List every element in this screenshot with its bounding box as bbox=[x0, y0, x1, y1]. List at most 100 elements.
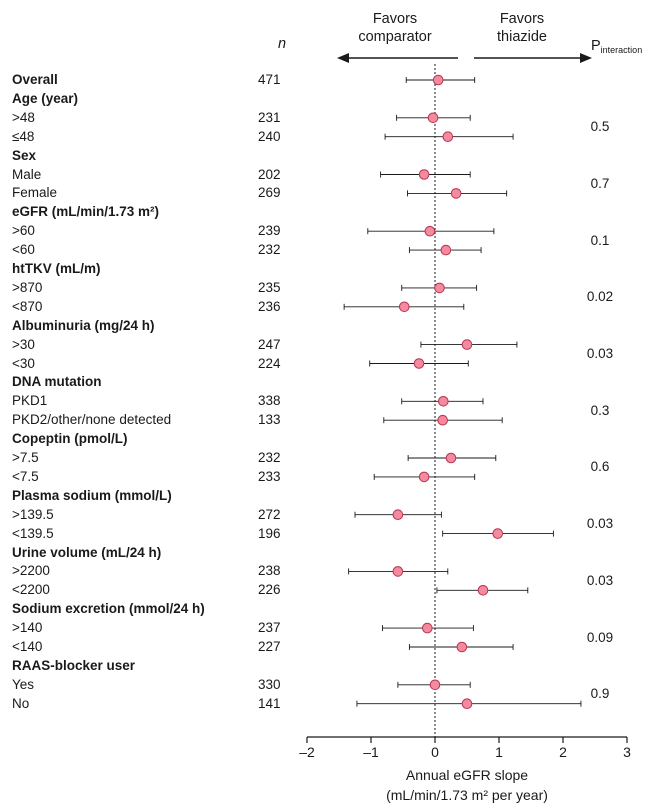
n-value: 141 bbox=[258, 695, 281, 711]
point-estimate bbox=[456, 641, 468, 653]
x-tick-label: 0 bbox=[431, 744, 439, 760]
point-estimate bbox=[461, 339, 473, 350]
subgroup-header: DNA mutation bbox=[12, 374, 102, 390]
point-estimate bbox=[437, 414, 448, 426]
subgroup-header: Urine volume (mL/24 h) bbox=[12, 544, 162, 560]
p-interaction-value: 0.5 bbox=[590, 119, 610, 135]
subgroup-label: >30 bbox=[12, 336, 35, 352]
p-interaction-value: 0.6 bbox=[590, 459, 610, 475]
x-axis-label-line2: (mL/min/1.73 m² per year) bbox=[386, 787, 548, 803]
n-value: 202 bbox=[258, 166, 281, 182]
n-value: 239 bbox=[258, 223, 281, 239]
n-value: 224 bbox=[258, 355, 281, 371]
x-axis-label-line1: Annual eGFR slope bbox=[405, 767, 529, 783]
subgroup-label: Female bbox=[12, 185, 58, 201]
subgroup-label: <140 bbox=[12, 639, 43, 654]
n-value: 272 bbox=[258, 506, 281, 522]
point-estimate bbox=[440, 244, 452, 256]
n-value: 235 bbox=[258, 279, 281, 295]
subgroup-label: PKD2/other/none detected bbox=[12, 412, 172, 428]
p-interaction-header: Pinteraction bbox=[591, 38, 643, 55]
n-value: 240 bbox=[258, 128, 281, 144]
ci-lines bbox=[343, 77, 582, 707]
point-estimate bbox=[434, 282, 445, 294]
subgroup-label: >7.5 bbox=[12, 450, 39, 465]
n-value: 227 bbox=[258, 639, 281, 654]
point-estimate bbox=[424, 225, 436, 237]
p-interaction-value: 0.03 bbox=[586, 516, 614, 532]
n-value: 269 bbox=[258, 185, 281, 201]
subgroup-header: Sodium excretion (mmol/24 h) bbox=[12, 601, 205, 617]
point-estimate bbox=[418, 169, 430, 180]
subgroup-header: RAAS-blocker user bbox=[12, 657, 136, 673]
point-estimates bbox=[392, 74, 504, 710]
point-estimate bbox=[422, 622, 433, 634]
subgroup-label: >139.5 bbox=[12, 506, 54, 522]
subgroup-label: >60 bbox=[12, 223, 35, 239]
n-value: 471 bbox=[258, 72, 281, 87]
point-estimate bbox=[429, 679, 441, 691]
p-interaction-value: 0.03 bbox=[586, 572, 614, 588]
point-estimate bbox=[427, 112, 439, 124]
x-tick-label: –1 bbox=[363, 744, 379, 760]
p-interaction-value: 0.02 bbox=[586, 289, 614, 305]
point-estimate bbox=[461, 698, 473, 710]
n-value: 237 bbox=[258, 620, 281, 636]
point-estimate bbox=[418, 471, 430, 483]
point-estimate bbox=[445, 452, 457, 464]
n-column-header: n bbox=[277, 36, 287, 52]
favors-thiazide-arrowhead bbox=[580, 53, 592, 63]
subgroup-label: <870 bbox=[12, 298, 43, 314]
n-value: 247 bbox=[258, 336, 281, 352]
n-value: 133 bbox=[258, 412, 281, 428]
subgroup-label: <7.5 bbox=[12, 468, 39, 484]
point-estimate bbox=[392, 566, 404, 577]
n-value: 330 bbox=[258, 676, 281, 692]
subgroup-label: No bbox=[12, 695, 30, 711]
n-value: 232 bbox=[258, 450, 281, 465]
n-value: 236 bbox=[258, 298, 281, 314]
subgroup-label: PKD1 bbox=[12, 393, 48, 409]
subgroup-header: eGFR (mL/min/1.73 m²) bbox=[12, 204, 160, 220]
x-tick-label: 1 bbox=[495, 744, 503, 760]
p-interaction-value: 0.09 bbox=[586, 629, 614, 645]
point-estimate bbox=[392, 509, 404, 521]
favor-arrows bbox=[337, 53, 592, 63]
n-value: 338 bbox=[258, 393, 281, 409]
subgroup-header: Albuminuria (mg/24 h) bbox=[12, 317, 155, 333]
p-interaction-value: 0.03 bbox=[586, 346, 614, 362]
subgroup-header: Plasma sodium (mmol/L) bbox=[12, 487, 172, 503]
point-estimate bbox=[398, 301, 410, 313]
subgroup-label: <30 bbox=[12, 355, 35, 371]
n-value: 196 bbox=[258, 525, 281, 541]
x-tick-label: 3 bbox=[623, 744, 631, 760]
subgroup-label: >2200 bbox=[12, 563, 50, 579]
x-axis bbox=[306, 64, 628, 743]
point-estimate bbox=[413, 358, 425, 369]
n-value: 226 bbox=[258, 582, 281, 598]
subgroup-label: Male bbox=[12, 166, 42, 182]
point-estimate bbox=[438, 396, 449, 407]
p-interaction-value: 0.9 bbox=[590, 686, 610, 702]
x-tick-label: –2 bbox=[299, 744, 315, 760]
subgroup-header: Overall bbox=[12, 72, 58, 87]
favors-comparator-arrowhead bbox=[337, 53, 349, 63]
subgroup-label: Yes bbox=[12, 676, 35, 692]
subgroup-label: >48 bbox=[12, 109, 35, 125]
point-estimate bbox=[450, 188, 462, 199]
subgroup-label: <139.5 bbox=[12, 525, 54, 541]
subgroup-label: >870 bbox=[12, 279, 43, 295]
subgroup-header: Age (year) bbox=[12, 90, 79, 106]
subgroup-header: htTKV (mL/m) bbox=[12, 261, 101, 276]
point-estimate bbox=[492, 528, 504, 539]
point-estimate bbox=[477, 585, 489, 596]
favors-comparator-label: Favors comparator bbox=[358, 11, 432, 45]
point-estimate bbox=[432, 74, 444, 86]
point-estimate bbox=[442, 131, 454, 142]
n-value: 231 bbox=[258, 109, 281, 125]
n-value: 233 bbox=[258, 468, 281, 484]
subgroup-label: <2200 bbox=[12, 582, 50, 598]
p-interaction-value: 0.3 bbox=[590, 402, 610, 418]
x-tick-label: 2 bbox=[559, 744, 567, 760]
